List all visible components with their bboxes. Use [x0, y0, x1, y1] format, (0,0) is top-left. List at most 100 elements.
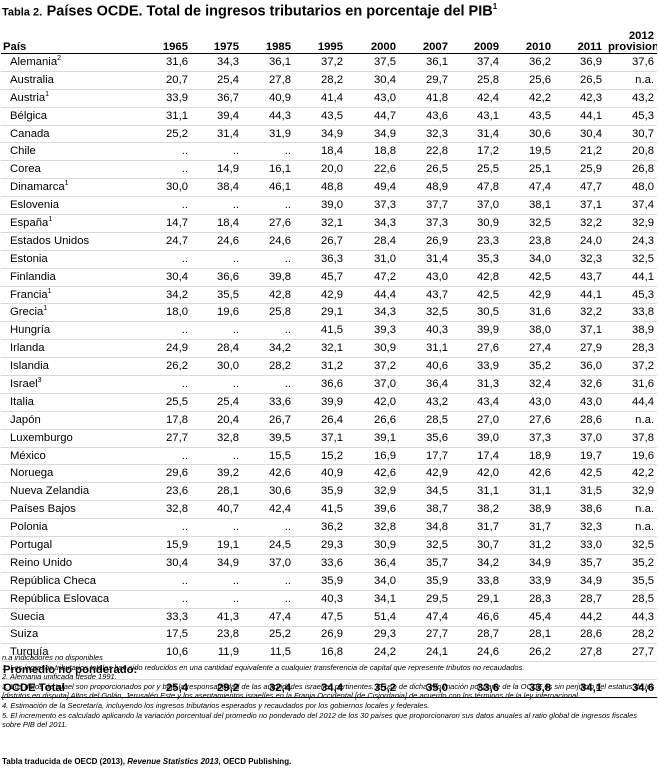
value-cell: 24,6 — [191, 232, 242, 251]
table-row: Suecia 33,3 41,3 47,4 47,5 51,4 47,4 46,6 45,4 44… — [1, 608, 657, 627]
value-cell: 36,2 — [502, 53, 554, 72]
country-name: Nueva Zelandia — [1, 482, 138, 502]
country-label: Polonia — [10, 521, 48, 534]
country-name: Luxemburgo — [1, 429, 138, 448]
value-cell: 43,0 — [346, 89, 399, 108]
value-cell: .. — [242, 518, 294, 538]
value-cell: .. — [242, 375, 294, 394]
value-cell: 32,3 — [554, 518, 605, 538]
country-label: Noruega — [10, 467, 54, 480]
header-2012-line2: provision. — [608, 41, 657, 53]
value-cell: 32,8 — [346, 518, 399, 538]
value-cell: 39,2 — [191, 464, 242, 484]
total-value-cell: 35,2 — [346, 679, 399, 699]
value-cell: 33,8 — [605, 303, 657, 323]
value-cell: 18,8 — [346, 142, 399, 162]
header-row: País 1965 1975 1985 1995 2000 2007 2009 2010 2011… — [1, 27, 657, 54]
country-name: Eslovenia — [1, 196, 138, 216]
header-year: 1965 — [138, 27, 191, 54]
value-cell: 32,2 — [554, 214, 605, 233]
value-cell: 34,3 — [346, 214, 399, 233]
value-cell: 42,3 — [554, 89, 605, 108]
value-cell: 25,5 — [138, 393, 191, 412]
value-cell: .. — [242, 321, 294, 341]
title-footnote-mark: 1 — [492, 2, 498, 11]
value-cell: 31,3 — [451, 375, 502, 394]
value-cell: 36,4 — [346, 554, 399, 573]
value-cell: .. — [191, 518, 242, 538]
average-label: Promedio no ponderado: — [1, 661, 657, 681]
country-name: Grecia1 — [1, 303, 138, 323]
country-label: Bélgica — [10, 109, 48, 122]
value-cell: 45,7 — [294, 268, 346, 287]
value-cell: 19,6 — [191, 303, 242, 323]
value-cell: 41,4 — [294, 89, 346, 108]
table-row: Japón 17,8 20,4 26,7 26,4 26,6 28,5 27,0 27,6 28,… — [1, 411, 657, 430]
footnote-mark: 1 — [47, 287, 52, 295]
value-cell: 40,7 — [191, 500, 242, 520]
table-row: Hungría...... 41,5 39,3 40,3 39,9 38,0 37,1 38,… — [1, 321, 657, 341]
value-cell: 44,2 — [554, 608, 605, 627]
value-cell: 23,6 — [138, 482, 191, 502]
value-cell: 44,4 — [346, 286, 399, 305]
value-cell: 31,6 — [502, 303, 554, 323]
value-cell: 29,1 — [451, 590, 502, 609]
value-cell: 37,7 — [399, 196, 451, 216]
value-cell: 22,8 — [399, 142, 451, 162]
value-cell: 42,9 — [294, 286, 346, 305]
country-label: Japón — [10, 413, 41, 426]
table-label: Tabla 2. — [2, 6, 43, 19]
footnote: n.a indicadores no disponibles — [2, 653, 103, 662]
total-value-cell: 35,0 — [399, 679, 451, 699]
value-cell: 31,6 — [605, 375, 657, 394]
value-cell: 31,9 — [242, 125, 294, 144]
country-label: Portugal — [10, 538, 53, 551]
value-cell: 36,6 — [191, 268, 242, 287]
value-cell: 17,5 — [138, 626, 191, 645]
value-cell: 47,7 — [554, 178, 605, 198]
value-cell: 35,2 — [502, 357, 554, 377]
footnote: 1. Los ingresos tributarios totales han … — [2, 662, 525, 672]
value-cell: 28,4 — [346, 232, 399, 251]
header-year-2012: 2012 provision. — [605, 27, 657, 54]
value-cell: 24,5 — [242, 536, 294, 555]
value-cell: .. — [138, 590, 191, 609]
value-cell: 28,2 — [294, 71, 346, 90]
value-cell: 38,9 — [605, 321, 657, 341]
value-cell: 32,5 — [399, 536, 451, 555]
value-cell: .. — [138, 250, 191, 269]
value-cell: 26,4 — [294, 411, 346, 430]
value-cell: 25,1 — [502, 160, 554, 180]
table-row: Turquía 10,6 11,9 11,5 16,8 24,2 24,1 24,6 26,2 2… — [1, 643, 657, 663]
value-cell: 35,2 — [605, 554, 657, 573]
value-cell: 46,6 — [451, 608, 502, 627]
value-cell: 36,3 — [294, 250, 346, 269]
value-cell: 34,9 — [294, 125, 346, 144]
value-cell: 36,0 — [554, 357, 605, 377]
value-cell: .. — [138, 447, 191, 466]
header-year: 1985 — [242, 27, 294, 54]
value-cell: 17,8 — [138, 411, 191, 430]
value-cell: 28,6 — [554, 626, 605, 645]
total-value-cell: 34,1 — [554, 679, 605, 699]
value-cell: 44,7 — [346, 107, 399, 126]
value-cell: 33,9 — [502, 572, 554, 591]
country-name: Suiza — [1, 626, 138, 645]
value-cell: 28,5 — [399, 411, 451, 430]
table-row: República Checa...... 35,9 34,0 35,9 33,8 33,… — [1, 572, 657, 591]
value-cell: 39,9 — [294, 393, 346, 412]
header-year: 2009 — [451, 27, 502, 54]
value-cell: 39,9 — [451, 321, 502, 341]
value-cell: 35,9 — [294, 572, 346, 591]
value-cell: 30,4 — [138, 268, 191, 287]
country-label: Hungría — [10, 324, 51, 337]
value-cell: 18,0 — [138, 303, 191, 323]
value-cell: 33,3 — [138, 608, 191, 627]
value-cell: 34,9 — [554, 572, 605, 591]
value-cell: 19,7 — [554, 447, 605, 466]
value-cell: 29,1 — [294, 303, 346, 323]
value-cell: .. — [242, 196, 294, 216]
value-cell: 16,1 — [242, 160, 294, 180]
country-name: Finlandia — [1, 268, 138, 287]
total-value-cell: 25,4 — [138, 679, 191, 699]
